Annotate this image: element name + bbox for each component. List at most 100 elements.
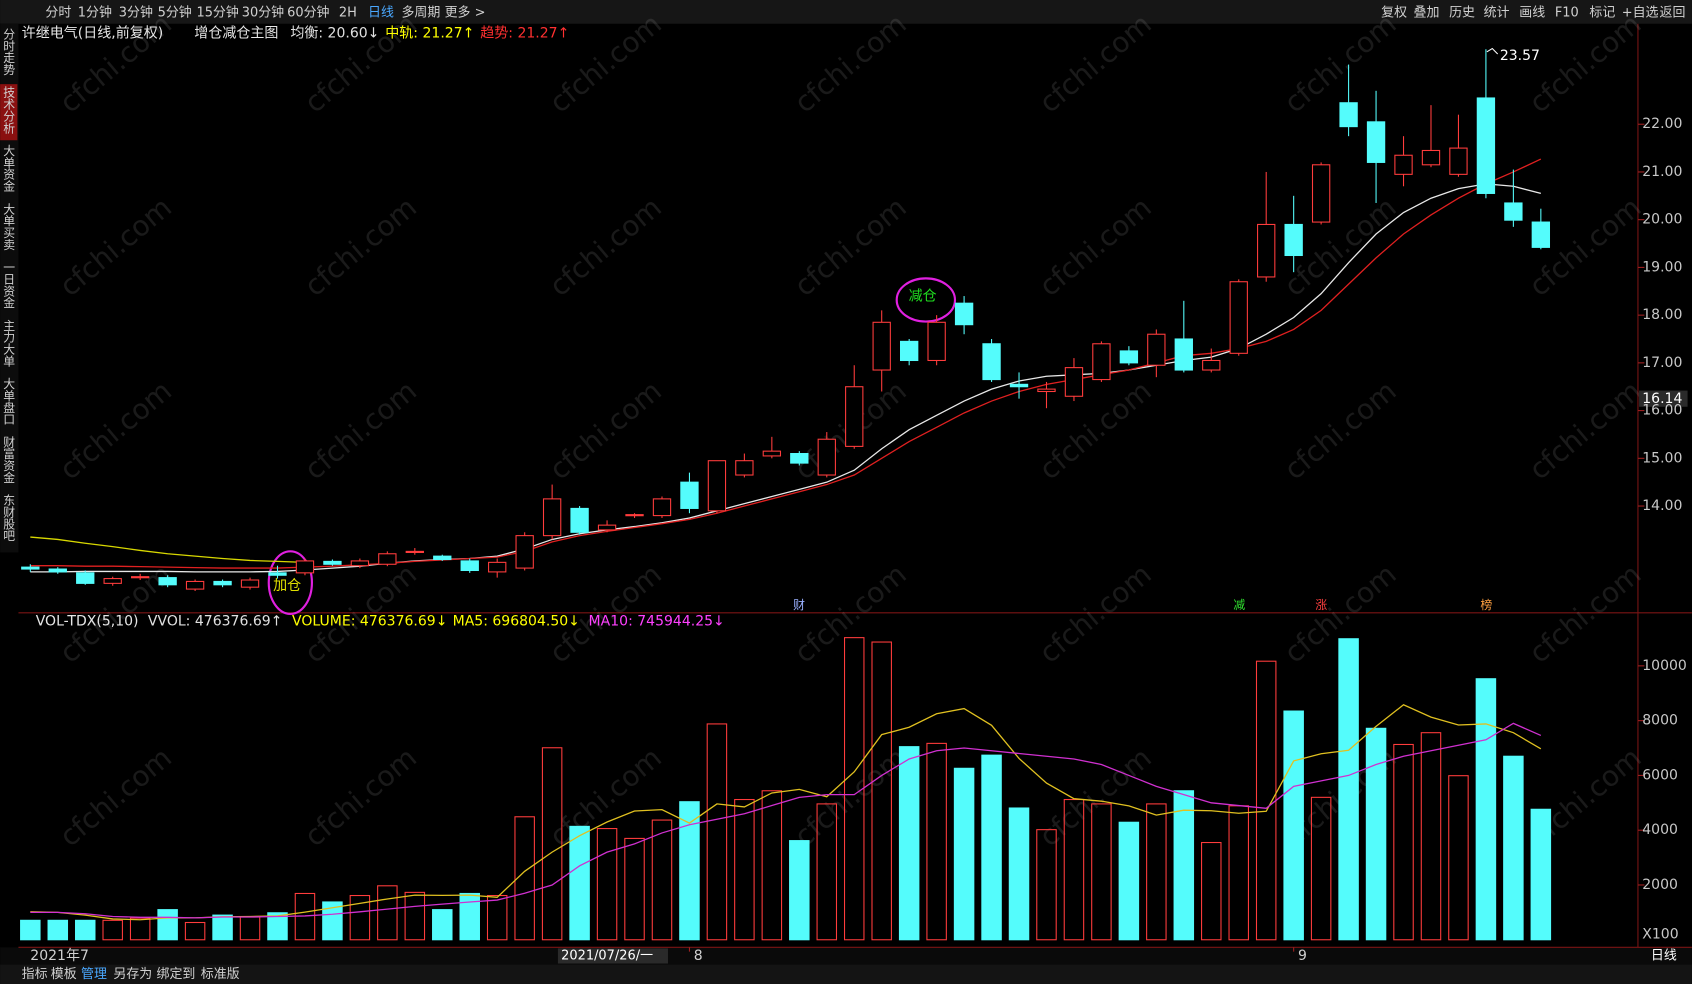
volume-bar <box>706 723 728 941</box>
side-tab[interactable]: 大单盘口 <box>2 377 16 425</box>
volume-bar <box>789 840 810 941</box>
y-tick-label: 2000 <box>1642 877 1678 893</box>
bottom-button[interactable]: 模板 <box>51 967 77 982</box>
y-tick-label: 17.00 <box>1642 355 1682 371</box>
toolbar-button[interactable]: 分时 <box>45 5 71 20</box>
ma-line <box>30 722 1542 919</box>
toolbar-button[interactable]: 历史 <box>1449 5 1475 20</box>
volume-bar <box>541 747 563 941</box>
volume-title: VOL-TDX(5,10) <box>36 613 139 629</box>
event-marker: 减 <box>1233 598 1245 612</box>
crosshair-date: 2021/07/26/一 <box>561 948 653 963</box>
volume-bar <box>843 637 865 941</box>
volume-bar <box>1448 775 1469 941</box>
toolbar-button[interactable]: 30分钟 <box>242 4 284 20</box>
bottom-button[interactable]: 标准版 <box>201 967 240 982</box>
side-tab[interactable]: 主力大单 <box>2 319 16 368</box>
volume-bar <box>624 837 645 941</box>
volume-bar <box>1530 808 1552 941</box>
side-tab[interactable]: 大单资金 <box>2 144 16 192</box>
volume-bar <box>20 919 41 941</box>
toolbar-button[interactable]: 画线 <box>1519 5 1545 20</box>
volume-bar <box>459 892 480 941</box>
toolbar-button[interactable]: 统计 <box>1484 5 1510 20</box>
toolbar-button[interactable]: 3分钟 <box>119 4 153 20</box>
candle-body <box>625 514 644 517</box>
candle-body <box>21 566 40 570</box>
highlight-ellipse <box>267 550 313 615</box>
candle-body <box>927 321 946 362</box>
bottom-button[interactable]: 指标 <box>22 967 48 982</box>
candle-body <box>542 498 562 537</box>
side-tab[interactable]: 东财股吧 <box>2 494 16 541</box>
volume-bar <box>514 816 535 941</box>
toolbar-button[interactable]: 2H <box>339 5 357 20</box>
toolbar-button[interactable]: 更多 > <box>445 5 486 20</box>
volume-bar <box>1365 727 1387 941</box>
y-tick-label: 16.00 <box>1642 403 1682 419</box>
bottom-button[interactable]: 管理 <box>81 967 107 982</box>
volume-bar <box>212 914 233 941</box>
event-marker: 涨 <box>1315 598 1327 612</box>
candle-body <box>488 561 507 573</box>
toolbar-button[interactable]: 标记 <box>1589 5 1615 20</box>
candle-body <box>460 560 479 572</box>
period-label: 日线 <box>1651 948 1677 963</box>
y-tick-label: 8000 <box>1642 713 1678 729</box>
volume-bar <box>349 894 371 941</box>
volume-bar <box>651 819 673 941</box>
side-tab[interactable]: 分时走势 <box>2 28 16 75</box>
toolbar-button[interactable]: 15分钟 <box>196 4 238 20</box>
indicator-value: 趋势: 21.27↑ <box>480 25 569 41</box>
volume-bar <box>1310 796 1332 941</box>
candle-body <box>1147 333 1166 366</box>
candle-body <box>1476 97 1496 194</box>
volume-bar <box>129 917 151 941</box>
indicator-value: 中轨: 21.27↑ <box>385 25 474 41</box>
event-marker: 榜 <box>1480 598 1492 612</box>
volume-bar <box>1420 732 1442 941</box>
indicator-value: VOLUME: 476376.69↓ <box>292 613 447 629</box>
bottom-button[interactable]: 另存为 <box>113 967 152 982</box>
toolbar-button[interactable]: 返回 <box>1660 5 1686 20</box>
add-label: 加仓 <box>273 578 301 594</box>
crosshair-date-box <box>557 948 668 964</box>
toolbar-button[interactable]: 多周期 <box>401 5 440 20</box>
candle-body <box>1064 367 1084 397</box>
toolbar-button[interactable]: 1分钟 <box>78 4 112 20</box>
candle-body <box>817 438 836 476</box>
candle-body <box>1257 223 1276 278</box>
volume-bar <box>1008 807 1030 941</box>
toolbar-button[interactable]: 60分钟 <box>287 4 329 20</box>
side-tab[interactable]: 财富资金 <box>2 435 16 483</box>
toolbar-button[interactable]: 复权 <box>1381 4 1407 20</box>
x-tick-label: 2021年7 <box>30 948 89 964</box>
y-tick-label: 4000 <box>1642 822 1678 838</box>
toolbar-button[interactable]: 5分钟 <box>158 4 192 20</box>
candle-body <box>1092 343 1111 381</box>
toolbar-button[interactable]: F10 <box>1555 5 1579 20</box>
candle-body <box>185 580 205 590</box>
candle-body <box>1449 147 1468 175</box>
volume-bar <box>157 909 178 941</box>
toolbar-button[interactable]: 叠加 <box>1414 5 1440 20</box>
candle-body <box>1421 149 1441 166</box>
toolbar-button[interactable]: 日线 <box>368 5 394 20</box>
bottom-button[interactable]: 绑定到 <box>157 967 196 982</box>
candle-body <box>240 579 260 588</box>
candle-body <box>570 507 589 533</box>
candle-body <box>1009 383 1029 388</box>
volume-bar <box>761 790 783 941</box>
candle-body <box>515 535 534 569</box>
volume-bar <box>1201 841 1222 941</box>
toolbar-button[interactable]: +自选 <box>1622 5 1659 20</box>
side-tab[interactable]: 一日资金 <box>2 261 16 308</box>
candle-body <box>268 572 287 576</box>
volume-bar <box>1118 821 1140 941</box>
volume-bar <box>734 798 755 941</box>
side-tab[interactable]: 技术分析 <box>2 86 16 134</box>
side-tab[interactable]: 大单买卖 <box>2 202 16 251</box>
volume-bar <box>102 919 123 941</box>
